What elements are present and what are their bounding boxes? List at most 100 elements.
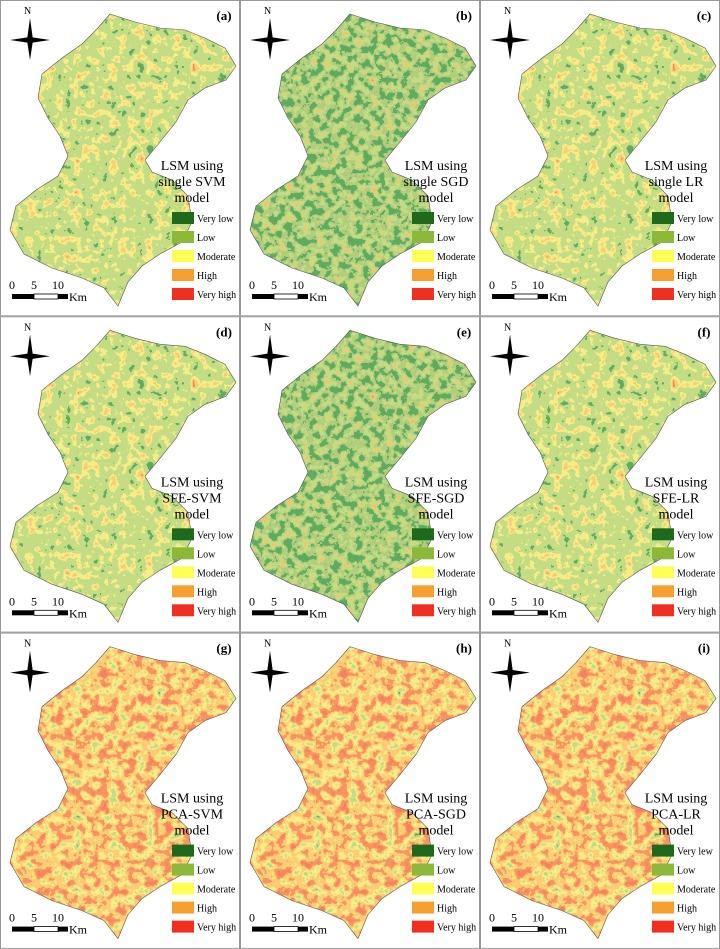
north-label: N (504, 6, 511, 17)
scale-seg (33, 609, 59, 616)
arrow-n (27, 650, 33, 673)
scale-seg (252, 926, 274, 932)
scale-seg (513, 609, 539, 616)
arrow-w (250, 669, 270, 676)
legend-label: Very high (437, 923, 476, 934)
arrow-e (270, 37, 290, 43)
legend-swatch (172, 882, 194, 895)
map-outline (489, 329, 717, 623)
legend-swatch (412, 250, 434, 262)
map-title: LSM using (405, 475, 468, 490)
scale-tick: 5 (511, 594, 517, 608)
legend-swatch (172, 901, 194, 914)
arrow-s (267, 356, 273, 377)
scale-seg (513, 926, 539, 932)
legend-label: Very low (197, 847, 234, 858)
scale-tick: 0 (249, 594, 255, 608)
arrow-e (30, 37, 50, 43)
legend-swatch (652, 250, 674, 262)
scale-tick: 0 (9, 278, 15, 292)
legend-swatch (412, 863, 434, 876)
arrow-s (27, 356, 33, 377)
scale-unit: Km (309, 606, 328, 620)
scale-unit: Km (549, 290, 568, 304)
scale-tick: 0 (249, 911, 255, 925)
map-title: LSM using (405, 159, 468, 174)
scale-seg (538, 294, 548, 299)
arrow-e (270, 669, 290, 676)
arrow-s (27, 672, 33, 693)
arrow-e (510, 669, 530, 676)
legend-swatch (412, 269, 434, 281)
legend-swatch (172, 231, 194, 243)
north-arrow: N (250, 322, 290, 377)
arrow-n (267, 334, 273, 357)
map-title: SFE-SVM (162, 491, 222, 506)
map-title: model (659, 824, 694, 839)
legend-label: Moderate (677, 252, 716, 263)
map-title: model (175, 824, 210, 839)
scale-seg (538, 926, 548, 932)
map-outline (9, 646, 237, 940)
scale-tick: 5 (31, 278, 37, 292)
north-label: N (264, 6, 271, 17)
legend-label: Moderate (437, 568, 476, 579)
arrow-w (10, 669, 30, 676)
legend-label: Very high (437, 606, 476, 617)
north-arrow: N (10, 322, 50, 377)
legend-label: Very high (677, 290, 716, 301)
panel-border (0, 316, 240, 633)
scale-seg (58, 294, 68, 299)
legend-label: Very low (197, 530, 234, 541)
map-title: LSM using (645, 792, 708, 807)
map-title: model (419, 191, 454, 206)
scale-seg (33, 926, 59, 932)
scale-seg (273, 926, 299, 932)
legend-label: Very low (437, 847, 474, 858)
panel-label: (g) (216, 641, 231, 656)
scale-tick: 10 (532, 594, 544, 608)
scale-tick: 5 (271, 278, 277, 292)
arrow-w (10, 353, 30, 360)
north-label: N (264, 639, 271, 650)
map-title: LSM using (645, 475, 708, 490)
legend-swatch (172, 288, 194, 300)
scale-tick: 5 (31, 911, 37, 925)
legend-swatch (652, 547, 674, 560)
legend-swatch (652, 901, 674, 914)
arrow-s (27, 40, 33, 60)
scale-unit: Km (69, 290, 88, 304)
legend-label: Low (437, 233, 456, 244)
scale-tick: 10 (532, 278, 544, 292)
scale-tick: 5 (271, 594, 277, 608)
scale-unit: Km (549, 923, 568, 937)
panel-label: (d) (216, 324, 232, 339)
legend-swatch (172, 566, 194, 579)
scale-seg (58, 926, 68, 932)
legend-swatch (412, 547, 434, 560)
arrow-n (27, 334, 33, 357)
map-title: model (175, 191, 210, 206)
map-title: single SGD (404, 175, 469, 190)
legend-label: Moderate (677, 885, 716, 896)
map-title: LSM using (405, 792, 468, 807)
scale-tick: 0 (9, 911, 15, 925)
map-title: LSM using (161, 159, 224, 174)
north-arrow: N (250, 639, 290, 693)
arrow-e (30, 353, 50, 360)
legend-label: High (437, 271, 457, 282)
legend-swatch (172, 547, 194, 560)
scale-seg (273, 609, 299, 616)
north-label: N (504, 322, 511, 333)
legend-swatch (172, 212, 194, 224)
legend-label: Low (197, 549, 216, 560)
panel-label: (e) (457, 324, 471, 339)
map-outline (489, 13, 717, 307)
legend-label: High (677, 587, 697, 598)
legend-swatch (412, 566, 434, 579)
scale-seg (538, 610, 548, 616)
scale-seg (298, 610, 308, 616)
